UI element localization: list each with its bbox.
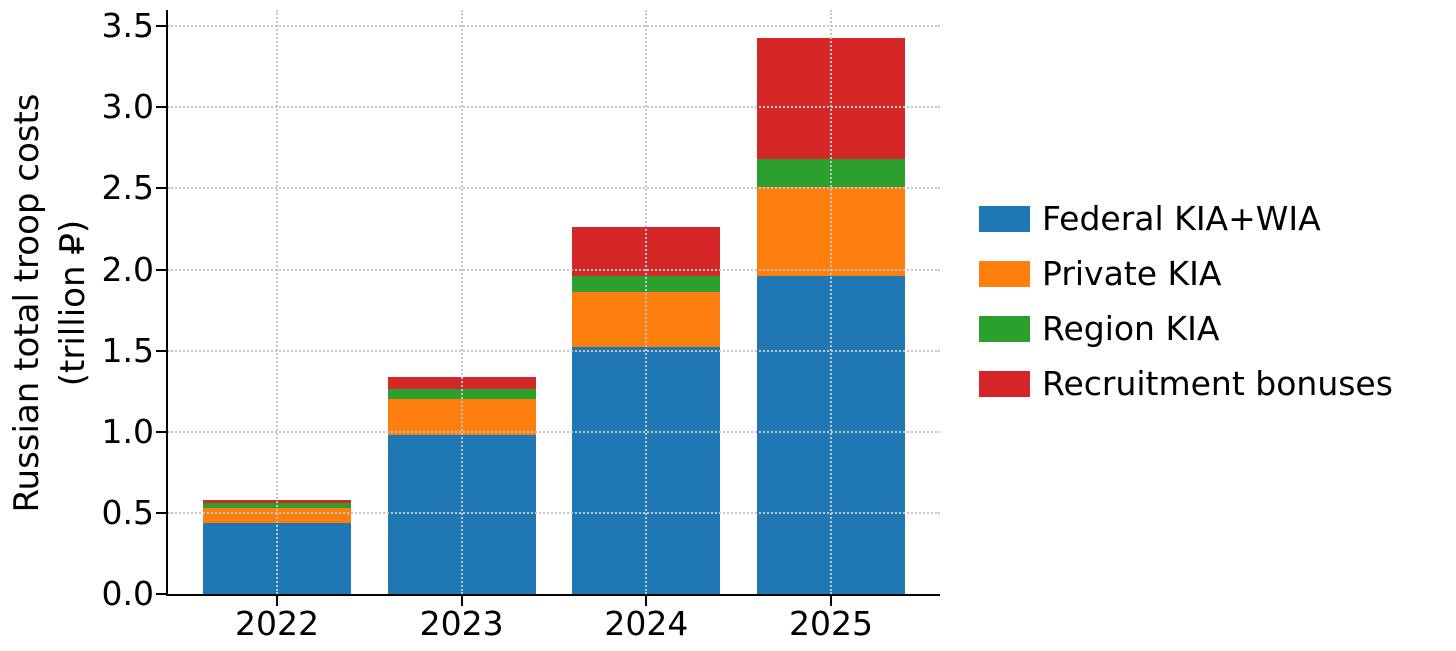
- legend-entry-region-kia: Region KIA: [979, 309, 1393, 348]
- legend-entry-recruitment-bonuses: Recruitment bonuses: [979, 364, 1393, 403]
- y-tick-mark-0.0: [156, 593, 166, 595]
- y-tick-mark-2.0: [156, 268, 166, 271]
- v-gridline-2024: [645, 10, 648, 594]
- y-axis-spine: [166, 10, 168, 596]
- x-tick-label-2022: 2022: [234, 604, 319, 643]
- x-axis-spine: [166, 594, 940, 596]
- legend-label: Federal KIA+WIA: [1042, 199, 1321, 238]
- x-tick-label-2025: 2025: [789, 604, 874, 643]
- legend-swatch-icon: [979, 370, 1030, 397]
- x-tick-mark-2023: [460, 596, 463, 606]
- y-tick-label-0.0: 0.0: [101, 574, 154, 613]
- x-tick-mark-2024: [645, 596, 648, 606]
- y-tick-label-2.0: 2.0: [101, 249, 154, 289]
- legend-entry-federal-kia-wia: Federal KIA+WIA: [979, 199, 1393, 238]
- legend-swatch-icon: [979, 260, 1030, 287]
- y-tick-mark-1.5: [156, 349, 166, 352]
- y-tick-mark-3.0: [156, 106, 166, 109]
- y-tick-mark-3.5: [156, 25, 166, 28]
- y-axis-title: Russian total troop costs (trillion ₽): [4, 3, 100, 603]
- v-gridline-2023: [460, 10, 463, 594]
- v-gridline-2025: [830, 10, 833, 594]
- legend: Federal KIA+WIA Private KIA Region KIA Recr…: [979, 199, 1393, 425]
- x-tick-label-2023: 2023: [419, 604, 504, 643]
- y-tick-label-2.5: 2.5: [101, 168, 154, 208]
- h-gridline-0.5: [168, 511, 940, 514]
- y-axis-title-line2: (trillion ₽): [53, 219, 93, 387]
- x-tick-label-2024: 2024: [604, 604, 689, 643]
- legend-swatch-icon: [979, 205, 1030, 232]
- legend-label: Region KIA: [1042, 309, 1220, 348]
- h-gridline-1.0: [168, 430, 940, 433]
- legend-swatch-icon: [979, 315, 1030, 342]
- x-tick-mark-2022: [275, 596, 278, 606]
- y-tick-mark-1.0: [156, 430, 166, 433]
- legend-label: Recruitment bonuses: [1042, 364, 1393, 403]
- h-gridline-2.0: [168, 268, 940, 271]
- y-tick-label-1.5: 1.5: [101, 330, 154, 370]
- y-tick-label-3.5: 3.5: [101, 6, 154, 46]
- h-gridline-3.0: [168, 106, 940, 109]
- h-gridline-1.5: [168, 349, 940, 352]
- y-tick-label-0.5: 0.5: [101, 492, 154, 532]
- y-tick-label-3.0: 3.0: [101, 87, 154, 127]
- legend-entry-private-kia: Private KIA: [979, 254, 1393, 293]
- h-gridline-2.5: [168, 187, 940, 190]
- y-tick-label-1.0: 1.0: [101, 411, 154, 451]
- y-tick-mark-0.5: [156, 511, 166, 514]
- v-gridline-2022: [275, 10, 278, 594]
- x-tick-mark-2025: [830, 596, 833, 606]
- y-axis-title-line1: Russian total troop costs: [7, 93, 47, 513]
- h-gridline-3.5: [168, 25, 940, 28]
- y-tick-mark-2.5: [156, 187, 166, 190]
- legend-label: Private KIA: [1042, 254, 1222, 293]
